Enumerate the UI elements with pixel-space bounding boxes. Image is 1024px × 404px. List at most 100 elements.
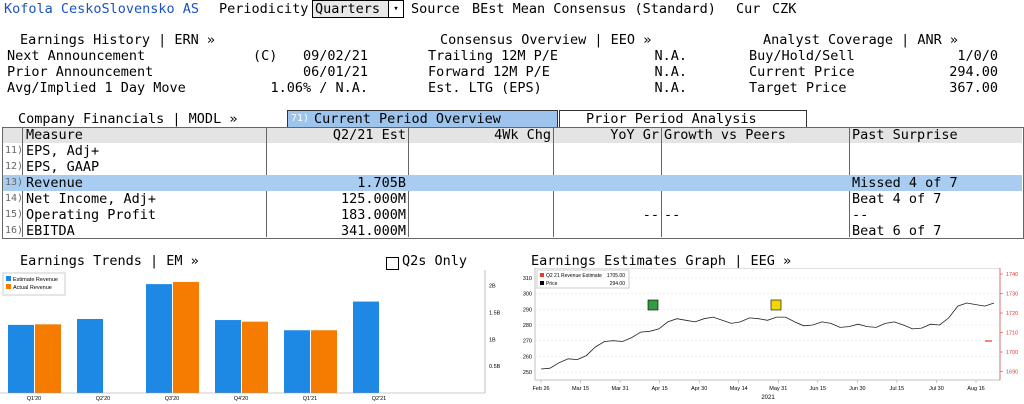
x-tick-label: May 14 <box>730 386 748 392</box>
trends-title[interactable]: Earnings Trends | EM » <box>20 253 199 269</box>
row-estimate: 125.000M <box>340 191 406 207</box>
x-tick-label: Q1'20 <box>27 396 42 402</box>
tab-current-period[interactable]: 71) Current Period Overview (Q2/21) <box>287 110 558 143</box>
col-past-surprise[interactable]: Past Surprise <box>852 127 958 143</box>
table-row[interactable]: 16) EBITDA 341.000M Beat 6 of 7 <box>3 223 1022 239</box>
x-tick-label: Q2'21 <box>372 396 387 402</box>
eh-value: 1.06% / N.A. <box>270 80 368 96</box>
row-yoy: -- <box>642 207 659 223</box>
periodicity-select[interactable]: Quarters <box>312 0 389 18</box>
y2-tick-label: 1730 <box>1006 292 1018 298</box>
legend-price-value: 294.00 <box>610 281 626 287</box>
eh-label: Next Announcement <box>7 48 146 64</box>
legend-swatch-price <box>540 281 544 285</box>
row-peers: -- <box>664 207 681 223</box>
consensus-label: Trailing 12M P/E <box>428 48 559 64</box>
earnings-trends-chart: Estimate Revenue Actual Revenue Q1'20 Q2'… <box>0 270 505 402</box>
row-surprise: Beat 4 of 7 <box>852 191 942 207</box>
actual-bar <box>311 330 337 393</box>
consensus-label: Forward 12M P/E <box>428 64 550 80</box>
eeg-legend <box>536 269 630 289</box>
eeg-title[interactable]: Earnings Estimates Graph | EEG » <box>531 253 792 269</box>
x-tick-label: Mar 31 <box>612 386 629 392</box>
col-4wk-chg[interactable]: 4Wk Chg <box>494 127 551 143</box>
col-growth-vs-peers[interactable]: Growth vs Peers <box>664 127 786 143</box>
row-estimate: 341.000M <box>340 223 406 239</box>
legend-actual: Actual Revenue <box>13 285 52 291</box>
source-value[interactable]: BEst Mean Consensus (Standard) <box>472 1 716 17</box>
row-number: 14) <box>5 193 24 204</box>
currency-value[interactable]: CZK <box>772 1 797 17</box>
eh-value: 09/02/21 <box>302 48 368 64</box>
periodicity-value: Quarters <box>315 1 381 17</box>
x-tick-label: Jul 15 <box>890 386 905 392</box>
financials-title[interactable]: Company Financials | MODL » <box>18 111 238 127</box>
row-measure: EPS, Adj+ <box>26 143 100 159</box>
x-tick-label: Q3'20 <box>165 396 180 402</box>
actual-bar <box>242 321 268 393</box>
y-tick-label: 290 <box>523 307 532 313</box>
col-estimate[interactable]: Q2/21 Est <box>332 127 406 143</box>
x-tick-label: Jul 30 <box>929 386 944 392</box>
row-surprise: Missed 4 of 7 <box>852 175 958 191</box>
x-tick-label: Feb 26 <box>532 386 549 392</box>
analyst-label: Buy/Hold/Sell <box>749 48 855 64</box>
chevron-down-icon[interactable]: ▾ <box>388 0 404 18</box>
actual-bar <box>173 281 199 393</box>
consensus-value: N.A. <box>654 48 687 64</box>
row-measure: Operating Profit <box>26 207 157 223</box>
table-row[interactable]: 11) EPS, Adj+ <box>3 143 1022 159</box>
legend-estimate: Q2 21 Revenue Estimate <box>546 273 602 279</box>
estimate-bar <box>353 301 379 393</box>
company-name[interactable]: Kofola CeskoSlovensko AS <box>4 1 200 17</box>
event-marker-icon <box>770 299 782 311</box>
table-row[interactable]: 14) Net Income, Adj+ 125.000M Beat 4 of … <box>3 191 1022 207</box>
row-number: 13) <box>5 177 24 188</box>
y-tick-label: 310 <box>523 276 532 282</box>
y-tick-label: 280 <box>523 323 532 329</box>
earnings-history-title[interactable]: Earnings History | ERN » <box>20 32 216 48</box>
x-tick-label: Jun 30 <box>849 386 866 392</box>
col-yoy-gr[interactable]: YoY Gr <box>610 127 659 143</box>
analyst-label: Target Price <box>749 80 847 96</box>
analyst-title[interactable]: Analyst Coverage | ANR » <box>763 32 959 48</box>
earnings-estimates-chart: Q2 21 Revenue Estimate 1705.00 Price 294… <box>523 268 1018 401</box>
row-number: 11) <box>5 145 24 156</box>
eh-label: Prior Announcement <box>7 64 154 80</box>
analyst-value: 294.00 <box>949 64 998 80</box>
estimate-bar <box>215 320 241 393</box>
x-tick-label: Apr 15 <box>652 386 668 392</box>
row-measure: Revenue <box>26 175 83 191</box>
y2-tick-label: 1700 <box>1006 350 1018 356</box>
tab-prior-period[interactable]: Prior Period Analysis (Q1/21) <box>559 110 807 143</box>
y-tick-label: 2B <box>489 284 496 290</box>
x-tick-label: Jun 15 <box>810 386 827 392</box>
eh-flag: (C) <box>253 48 278 64</box>
x-tick-label: Q2'20 <box>96 396 111 402</box>
row-surprise: -- <box>852 207 869 223</box>
y2-tick-label: 1740 <box>1006 272 1018 278</box>
table-row[interactable]: 12) EPS, GAAP <box>3 159 1022 175</box>
col-measure[interactable]: Measure <box>26 127 83 143</box>
row-estimate: 1.705B <box>357 175 406 191</box>
x-tick-label: Q4'20 <box>234 396 249 402</box>
table-row-selected[interactable]: 13) Revenue 1.705B Missed 4 of 7 <box>3 175 1022 191</box>
price-line <box>540 302 995 370</box>
event-marker-icon <box>647 299 659 311</box>
x-tick-label: Aug 16 <box>967 386 984 392</box>
consensus-value: N.A. <box>654 64 687 80</box>
legend-estimate: Estimate Revenue <box>13 277 58 283</box>
table-row[interactable]: 15) Operating Profit 183.000M -- -- -- <box>3 207 1022 223</box>
tab-number: 71) <box>291 113 310 124</box>
q2s-only-checkbox[interactable] <box>386 257 399 270</box>
legend-price: Price <box>546 281 558 287</box>
consensus-title[interactable]: Consensus Overview | EEO » <box>440 32 652 48</box>
estimate-bar <box>8 324 34 393</box>
row-measure: EBITDA <box>26 223 75 239</box>
row-number: 12) <box>5 161 24 172</box>
legend-swatch-estimate <box>540 273 544 277</box>
x-tick-label: Mar 15 <box>572 386 589 392</box>
y-tick-label: 1.5B <box>489 311 501 317</box>
consensus-value: N.A. <box>654 80 687 96</box>
row-measure: EPS, GAAP <box>26 159 100 175</box>
